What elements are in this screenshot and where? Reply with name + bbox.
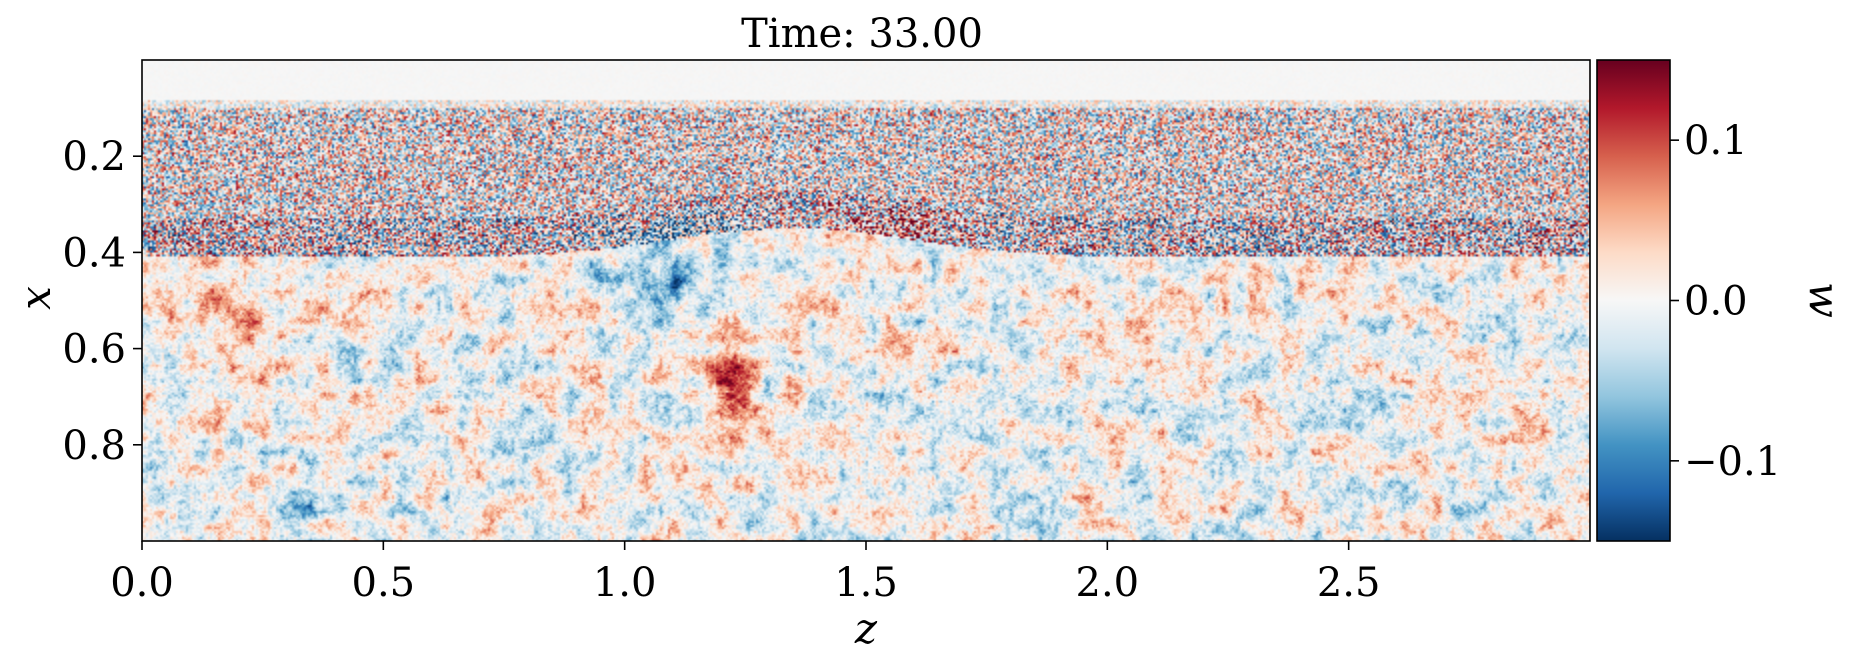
y-tick-label: 0.6	[62, 327, 126, 373]
colorbar-ticks: 0.1 0.0 −0.1	[1670, 118, 1781, 485]
x-tick-label: 0.0	[110, 560, 174, 606]
colorbar-tick-label: 0.1	[1684, 118, 1748, 164]
colorbar: 0.1 0.0 −0.1 w	[1596, 59, 1849, 542]
colorbar-tick-label: −0.1	[1684, 439, 1781, 485]
colorbar-label: w	[1800, 282, 1849, 318]
x-axis-label: z	[854, 604, 878, 653]
chart-title: Time: 33.00	[741, 11, 983, 57]
x-tick-label: 2.0	[1076, 560, 1140, 606]
x-axis: 0.0 0.5 1.0 1.5 2.0 2.5	[110, 541, 1380, 606]
plot-area	[141, 59, 1591, 542]
y-axis: 0.2 0.4 0.6 0.8	[62, 134, 142, 469]
x-tick-label: 2.5	[1317, 560, 1381, 606]
x-tick-label: 1.5	[834, 560, 898, 606]
y-tick-label: 0.4	[62, 230, 126, 276]
x-tick-label: 0.5	[352, 560, 416, 606]
heatmap	[142, 60, 1590, 541]
colorbar-gradient	[1596, 59, 1671, 542]
colorbar-tick-label: 0.0	[1684, 279, 1748, 325]
y-tick-label: 0.2	[62, 134, 126, 180]
y-tick-label: 0.8	[62, 423, 126, 469]
y-axis-label: x	[11, 286, 60, 310]
x-tick-label: 1.0	[593, 560, 657, 606]
